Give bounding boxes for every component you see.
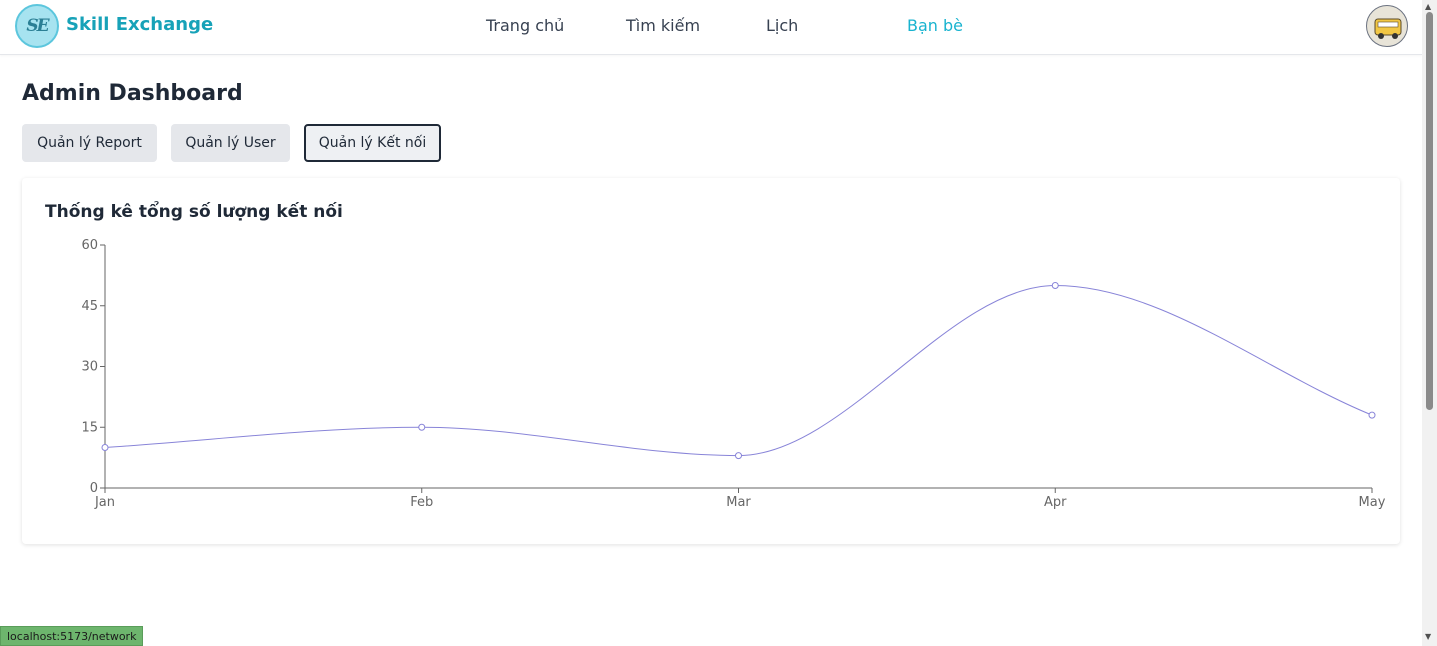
x-tick-label: Apr [1044,495,1067,510]
nav-calendar[interactable]: Lịch [766,16,799,35]
scrollbar-thumb[interactable] [1426,12,1433,410]
avatar-image-icon [1374,18,1402,39]
chart-title: Thống kê tổng số lượng kết nối [45,202,343,222]
data-point[interactable] [418,423,426,431]
nav-home[interactable]: Trang chủ [486,16,565,35]
y-tick-label: 45 [81,299,98,314]
top-navbar: SE Skill Exchange Trang chủ Tìm kiếm Lịc… [0,0,1422,55]
nav-search[interactable]: Tìm kiếm [626,16,701,35]
page-title: Admin Dashboard [22,81,243,106]
tab-report-management[interactable]: Quản lý Report [22,124,157,162]
x-tick-label: Mar [726,495,751,510]
data-point[interactable] [1051,282,1059,289]
data-point[interactable] [1368,411,1376,419]
series-line [104,284,1373,457]
data-point[interactable] [735,452,742,460]
y-tick-label: 30 [81,360,98,375]
avatar[interactable] [1366,5,1408,47]
data-point[interactable] [101,444,109,451]
y-tick-label: 0 [90,481,98,496]
vertical-scrollbar[interactable]: ▲ ▼ [1422,0,1437,646]
brand-name[interactable]: Skill Exchange [66,14,214,35]
status-bar-url: localhost:5173/network [0,626,144,646]
logo-icon[interactable]: SE [15,4,59,48]
tab-user-management[interactable]: Quản lý User [171,124,290,162]
y-tick-label: 60 [81,238,98,253]
scroll-up-icon[interactable]: ▲ [1425,2,1432,11]
x-tick-label: May [1359,495,1386,510]
tab-connection-management[interactable]: Quản lý Kết nối [304,124,441,162]
chart-card: Thống kê tổng số lượng kết nối 0 15 30 45 60… [22,178,1400,544]
y-tick-label: 15 [81,420,98,435]
scroll-down-icon[interactable]: ▼ [1425,632,1432,641]
nav-friends[interactable]: Bạn bè [907,16,964,35]
x-tick-label: Feb [410,495,433,510]
connections-line-chart: 0 15 30 45 60 Jan Feb Mar Apr May [81,238,1386,510]
x-tick-label: Jan [94,495,115,510]
